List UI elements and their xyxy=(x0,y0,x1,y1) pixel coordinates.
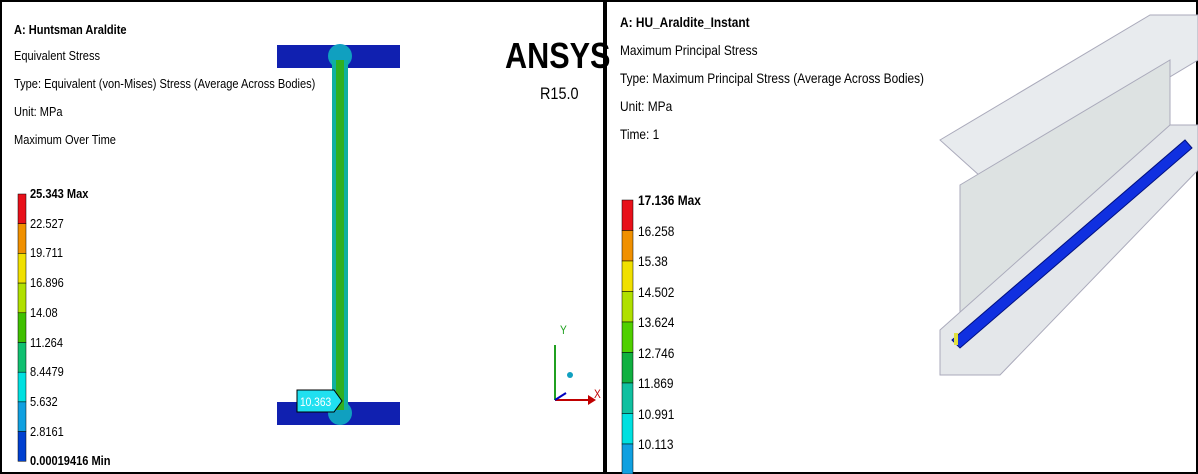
legend-label: 13.624 xyxy=(638,314,674,330)
legend-label: 5.632 xyxy=(30,394,58,410)
web-core xyxy=(336,60,344,410)
legend-label: 19.711 xyxy=(30,245,63,261)
header-line: Type: Maximum Principal Stress (Average … xyxy=(620,70,924,86)
legend-band xyxy=(18,253,26,283)
legend-band xyxy=(622,414,633,445)
header-line: Unit: MPa xyxy=(14,104,63,120)
legend-label: 10.991 xyxy=(638,406,674,422)
legend-label: 8.4479 xyxy=(30,364,64,380)
legend-label: 10.113 xyxy=(638,436,674,452)
edge-marker xyxy=(954,333,958,345)
legend-band xyxy=(622,200,633,231)
legend-bands xyxy=(18,194,633,474)
legend-band xyxy=(18,372,26,402)
logo: ANSYS xyxy=(505,36,610,76)
legend-band xyxy=(18,224,26,254)
header-line: Maximum Over Time xyxy=(14,132,116,148)
legend-band xyxy=(18,402,26,432)
header-line: Equivalent Stress xyxy=(14,48,100,64)
axis-label: Y xyxy=(560,322,567,338)
legend-band xyxy=(18,343,26,373)
legend-band xyxy=(18,432,26,462)
legend-band xyxy=(622,444,633,474)
legend-label: 14.08 xyxy=(30,305,58,321)
legend-band xyxy=(18,313,26,343)
axis-z xyxy=(555,393,566,400)
legend-label: 22.527 xyxy=(30,216,64,232)
legend-label: 12.746 xyxy=(638,345,674,361)
legend-label: 0.00019416 Min xyxy=(30,453,110,469)
header-line: Time: 1 xyxy=(620,126,659,142)
legend-band xyxy=(622,292,633,323)
triad-dot xyxy=(567,372,573,378)
legend-label: 16.258 xyxy=(638,223,674,239)
legend-label: 11.869 xyxy=(638,375,674,391)
legend-label: 15.38 xyxy=(638,253,668,269)
header-line: Unit: MPa xyxy=(620,98,672,114)
legend-band xyxy=(622,261,633,292)
legend-band xyxy=(18,194,26,224)
legend-band xyxy=(622,353,633,384)
title: A: Huntsman Araldite xyxy=(14,22,127,38)
header-line: Maximum Principal Stress xyxy=(620,42,758,58)
legend-band xyxy=(622,383,633,414)
legend-band xyxy=(622,322,633,353)
header-line: Type: Equivalent (von-Mises) Stress (Ave… xyxy=(14,76,315,92)
probe-label: 10.363 xyxy=(300,394,331,410)
version: R15.0 xyxy=(540,84,579,104)
legend-label: 14.502 xyxy=(638,284,674,300)
legend-label: 11.264 xyxy=(30,335,63,351)
legend-band xyxy=(622,231,633,262)
title: A: HU_Araldite_Instant xyxy=(620,14,750,30)
legend-band xyxy=(18,283,26,313)
legend-label: 16.896 xyxy=(30,275,64,291)
legend-label: 25.343 Max xyxy=(30,186,88,202)
axis-label: X xyxy=(594,386,601,402)
legend-label: 17.136 Max xyxy=(638,192,701,208)
legend-label: 2.8161 xyxy=(30,424,64,440)
screenshot: A: Huntsman Araldite Equivalent Stress T… xyxy=(0,0,1198,474)
